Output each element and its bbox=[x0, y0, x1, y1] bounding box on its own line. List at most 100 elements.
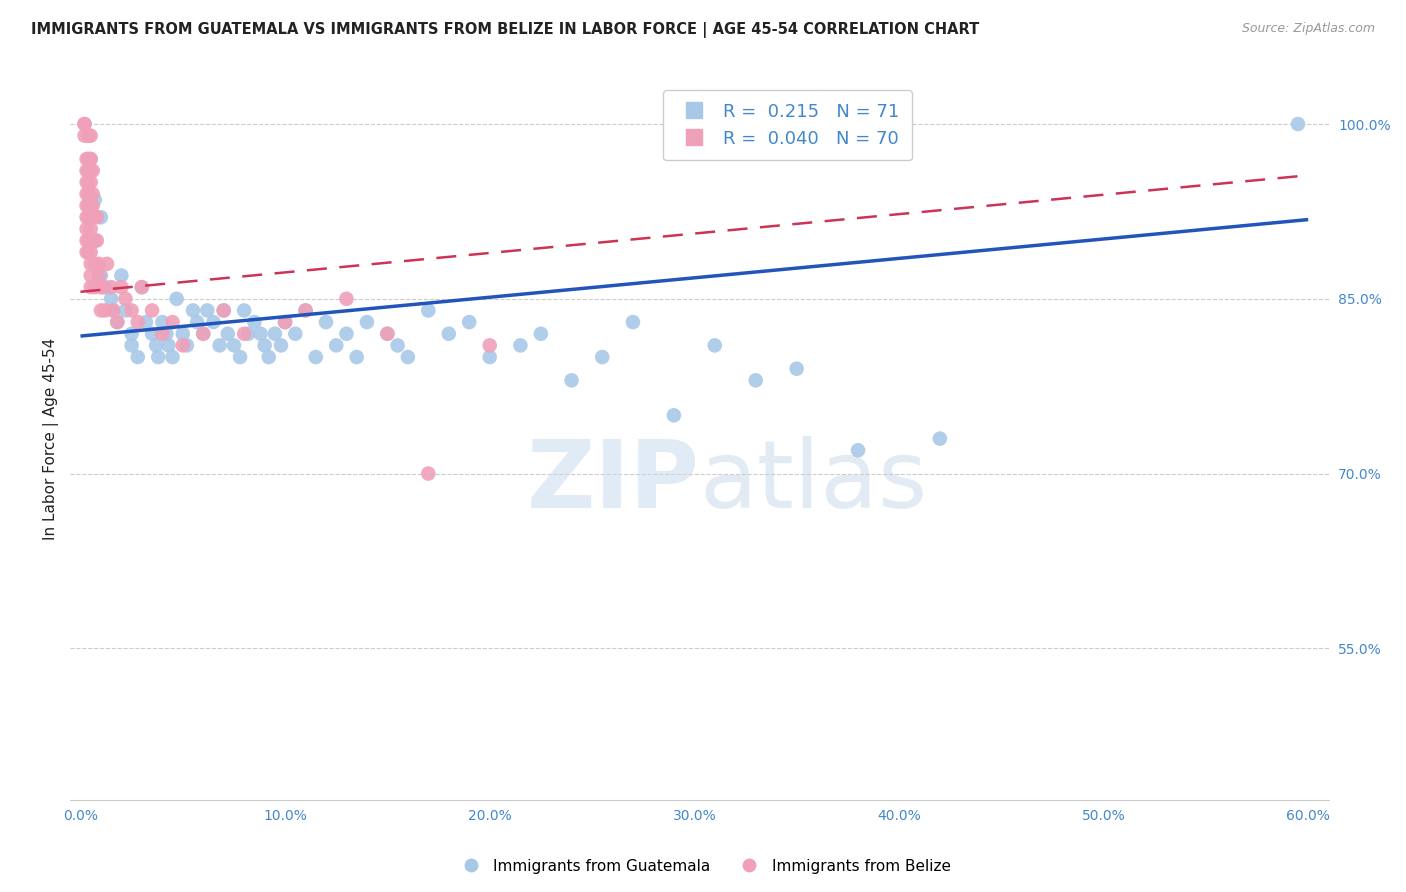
Text: IMMIGRANTS FROM GUATEMALA VS IMMIGRANTS FROM BELIZE IN LABOR FORCE | AGE 45-54 C: IMMIGRANTS FROM GUATEMALA VS IMMIGRANTS … bbox=[31, 22, 979, 38]
Point bbox=[77, 211, 100, 225]
Point bbox=[76, 175, 98, 189]
Point bbox=[94, 303, 117, 318]
Point bbox=[80, 245, 103, 260]
Point bbox=[76, 234, 98, 248]
Point bbox=[80, 280, 103, 294]
Point bbox=[73, 117, 96, 131]
Point bbox=[105, 315, 128, 329]
Point bbox=[80, 175, 103, 189]
Point bbox=[238, 326, 260, 341]
Point bbox=[662, 409, 685, 423]
Point bbox=[176, 338, 198, 352]
Point bbox=[76, 186, 98, 201]
Point bbox=[249, 326, 271, 341]
Point bbox=[253, 338, 276, 352]
Point bbox=[150, 326, 173, 341]
Point bbox=[76, 152, 98, 166]
Point bbox=[86, 211, 108, 225]
Point bbox=[110, 268, 132, 283]
Point bbox=[80, 152, 103, 166]
Y-axis label: In Labor Force | Age 45-54: In Labor Force | Age 45-54 bbox=[44, 337, 59, 540]
Point bbox=[195, 303, 218, 318]
Point bbox=[86, 234, 108, 248]
Point bbox=[82, 198, 104, 212]
Point bbox=[377, 326, 399, 341]
Point bbox=[91, 280, 114, 294]
Point bbox=[87, 257, 110, 271]
Point bbox=[222, 338, 245, 352]
Point bbox=[76, 211, 98, 225]
Point bbox=[621, 315, 644, 329]
Point bbox=[193, 326, 215, 341]
Point bbox=[270, 338, 292, 352]
Text: Source: ZipAtlas.com: Source: ZipAtlas.com bbox=[1241, 22, 1375, 36]
Point bbox=[121, 326, 143, 341]
Point bbox=[396, 350, 419, 364]
Point bbox=[80, 128, 103, 143]
Point bbox=[77, 128, 100, 143]
Point bbox=[243, 315, 266, 329]
Point bbox=[76, 245, 98, 260]
Point bbox=[96, 257, 118, 271]
Point bbox=[274, 315, 297, 329]
Point bbox=[208, 338, 231, 352]
Point bbox=[186, 315, 208, 329]
Point bbox=[315, 315, 337, 329]
Point bbox=[141, 326, 163, 341]
Point bbox=[233, 303, 256, 318]
Point bbox=[846, 443, 869, 458]
Point bbox=[150, 315, 173, 329]
Point bbox=[121, 338, 143, 352]
Point bbox=[145, 338, 167, 352]
Legend: Immigrants from Guatemala, Immigrants from Belize: Immigrants from Guatemala, Immigrants fr… bbox=[449, 853, 957, 880]
Point bbox=[77, 152, 100, 166]
Point bbox=[110, 280, 132, 294]
Point bbox=[437, 326, 460, 341]
Point bbox=[83, 280, 105, 294]
Point bbox=[80, 152, 103, 166]
Point bbox=[73, 117, 96, 131]
Point bbox=[1286, 117, 1309, 131]
Point bbox=[181, 303, 204, 318]
Point bbox=[83, 234, 105, 248]
Point bbox=[77, 234, 100, 248]
Point bbox=[202, 315, 225, 329]
Point bbox=[458, 315, 481, 329]
Point bbox=[162, 315, 184, 329]
Point bbox=[172, 338, 194, 352]
Point bbox=[90, 280, 112, 294]
Point bbox=[172, 326, 194, 341]
Point bbox=[80, 234, 103, 248]
Point bbox=[744, 373, 766, 387]
Text: ZIP: ZIP bbox=[527, 436, 699, 528]
Point bbox=[76, 222, 98, 236]
Point bbox=[325, 338, 347, 352]
Point bbox=[87, 268, 110, 283]
Point bbox=[100, 280, 122, 294]
Point bbox=[166, 292, 188, 306]
Point bbox=[80, 198, 103, 212]
Point bbox=[212, 303, 235, 318]
Point bbox=[131, 280, 153, 294]
Point bbox=[356, 315, 378, 329]
Point bbox=[114, 303, 136, 318]
Point bbox=[80, 257, 103, 271]
Point bbox=[212, 303, 235, 318]
Point bbox=[100, 292, 122, 306]
Point bbox=[76, 198, 98, 212]
Point bbox=[77, 198, 100, 212]
Point bbox=[294, 303, 316, 318]
Point bbox=[83, 193, 105, 207]
Point bbox=[77, 245, 100, 260]
Point bbox=[157, 338, 180, 352]
Point bbox=[377, 326, 399, 341]
Point bbox=[127, 315, 149, 329]
Point bbox=[263, 326, 285, 341]
Point bbox=[233, 326, 256, 341]
Point bbox=[103, 303, 125, 318]
Point bbox=[105, 315, 128, 329]
Point bbox=[114, 292, 136, 306]
Point bbox=[703, 338, 725, 352]
Point bbox=[77, 186, 100, 201]
Point bbox=[77, 175, 100, 189]
